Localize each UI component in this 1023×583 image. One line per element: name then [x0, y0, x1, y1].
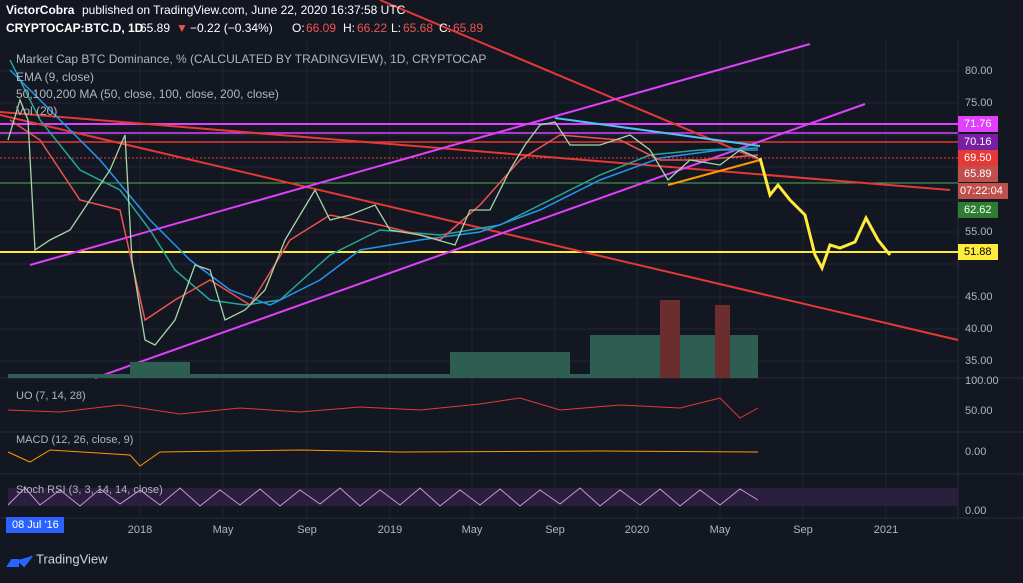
time-label: 2021 [874, 524, 898, 536]
time-label: 2020 [625, 524, 649, 536]
change: −0.22 (−0.34%) [190, 21, 273, 35]
price-label: 55.00 [965, 226, 993, 238]
price-tag: 62.62 [964, 204, 992, 216]
published: published on TradingView.com, June 22, 2… [82, 3, 406, 17]
c-label: C: [439, 21, 451, 35]
price-label: 35.00 [965, 355, 993, 367]
low: 65.68 [403, 21, 433, 35]
time-label: Sep [793, 524, 813, 536]
price-tag: 51.88 [964, 246, 992, 258]
levels [0, 123, 958, 253]
pane-label: 50.00 [965, 405, 993, 417]
l-label: L: [391, 21, 401, 35]
stoch-band [8, 488, 958, 506]
footer: TradingView [36, 551, 108, 566]
time-label: 08 Jul '16 [12, 519, 59, 531]
symbol: CRYPTOCAP:BTC.D, 1D [6, 21, 144, 35]
price [7, 98, 759, 346]
pane-title: UO (7, 14, 28) [16, 390, 86, 402]
legend-main: Market Cap BTC Dominance, % (CALCULATED … [16, 52, 486, 66]
time-label: May [213, 524, 234, 536]
time-label: 2018 [128, 524, 152, 536]
macd-line [7, 449, 759, 467]
price-label: 40.00 [965, 323, 993, 335]
price-axis: 80.00 75.00 55.00 45.00 40.00 35.00 [965, 65, 993, 367]
pane-title: MACD (12, 26, close, 9) [16, 434, 133, 446]
uo-line [7, 397, 759, 419]
o-label: O: [292, 21, 305, 35]
time-label: Sep [297, 524, 317, 536]
high: 66.22 [357, 21, 387, 35]
arrow: ▼ [176, 21, 188, 35]
time-label: May [710, 524, 731, 536]
time-label: May [462, 524, 483, 536]
price-tag: 70.16 [964, 136, 992, 148]
price-tag: 71.76 [964, 118, 992, 130]
time-label: Sep [545, 524, 565, 536]
h-label: H: [343, 21, 355, 35]
legend-vol: Vol (20) [16, 104, 57, 118]
time-axis: 08 Jul '16 2018 May Sep 2019 May Sep 202… [6, 517, 898, 536]
price-tag: 65.89 [964, 168, 992, 180]
price-label: 75.00 [965, 97, 993, 109]
footer-logo: TradingView [6, 551, 108, 568]
pane-label: 0.00 [965, 505, 986, 517]
price-tag: 07:22:04 [960, 185, 1003, 197]
legend-ema: EMA (9, close) [16, 70, 94, 84]
volume [8, 300, 758, 378]
pane-title: Stoch RSI (3, 3, 14, 14, close) [16, 484, 163, 496]
price-tags: 71.76 70.16 69.50 65.89 07:22:04 62.62 5… [958, 116, 1008, 260]
author: VictorCobra [6, 3, 75, 17]
open: 66.09 [306, 21, 336, 35]
moving-averages [9, 59, 759, 322]
pane-label: 0.00 [965, 446, 986, 458]
price-label: 45.00 [965, 291, 993, 303]
last: 65.89 [140, 21, 170, 35]
price-tag: 69.50 [964, 152, 992, 164]
close: 65.89 [453, 21, 483, 35]
legend-ma: 50,100,200 MA (50, close, 100, close, 20… [16, 87, 279, 101]
time-label: 2019 [378, 524, 402, 536]
stoch-line [7, 487, 759, 507]
pane-label: 100.00 [965, 375, 999, 387]
price-label: 80.00 [965, 65, 993, 77]
